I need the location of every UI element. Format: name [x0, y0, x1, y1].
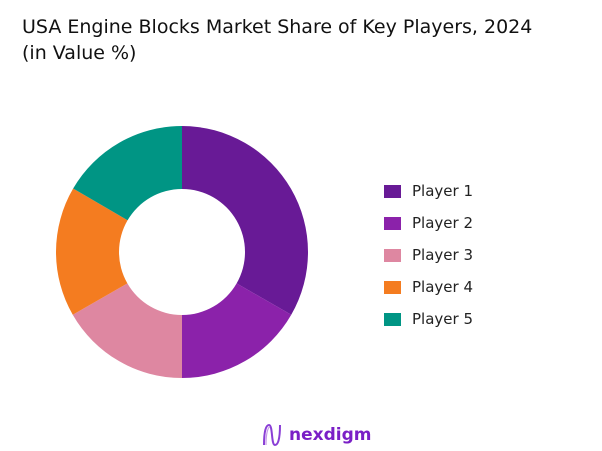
- legend-label: Player 3: [412, 246, 473, 264]
- legend-swatch: [384, 280, 401, 294]
- nexdigm-logo-icon: [263, 423, 281, 447]
- brand-logo: nexdigm: [261, 423, 371, 447]
- brand-name: nexdigm: [289, 425, 372, 445]
- slice-player-3: [72, 283, 182, 378]
- legend-item: Player 4: [384, 271, 473, 303]
- subtitle-line: (in Value %): [22, 42, 137, 64]
- legend-item: Player 2: [384, 207, 473, 239]
- slice-player-4: [55, 188, 128, 315]
- legend-swatch: [384, 248, 401, 262]
- legend-label: Player 2: [412, 214, 473, 232]
- slice-player-2: [182, 283, 292, 378]
- legend-swatch: [384, 312, 401, 326]
- legend-swatch: [384, 216, 401, 230]
- slice-player-1: [182, 126, 309, 315]
- slice-player-5: [73, 126, 182, 221]
- legend-swatch: [384, 184, 401, 198]
- title-line: USA Engine Blocks Market Share of Key Pl…: [22, 16, 533, 38]
- chart-title: USA Engine Blocks Market Share of Key Pl…: [22, 14, 592, 66]
- legend: Player 1 Player 2 Player 3 Player 4 Player 5: [384, 175, 473, 335]
- legend-item: Player 1: [384, 175, 473, 207]
- legend-label: Player 4: [412, 278, 473, 296]
- legend-item: Player 5: [384, 303, 473, 335]
- legend-item: Player 3: [384, 239, 473, 271]
- legend-label: Player 5: [412, 310, 473, 328]
- legend-label: Player 1: [412, 182, 473, 200]
